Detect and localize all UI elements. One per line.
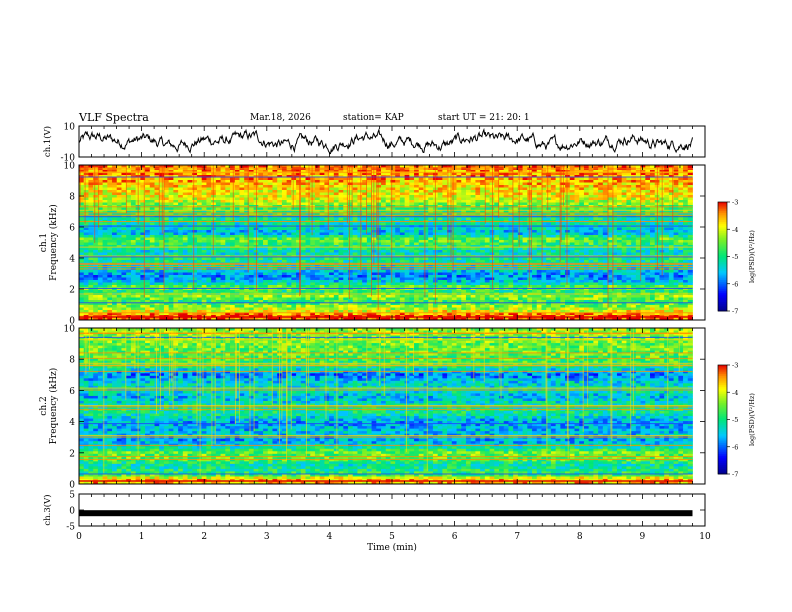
ch1-spectrogram-ytick-label: 2 <box>69 286 75 296</box>
ch3-waveform-line <box>79 510 693 517</box>
ch1-colorbar-tick: -4 <box>732 226 738 234</box>
ch2-colorbar-tick: -5 <box>732 416 738 424</box>
x-tick-label: 0 <box>76 532 82 542</box>
date-label: Mar.18, 2026 <box>250 113 311 123</box>
ch2-spectrogram-ytick-label: 4 <box>69 418 75 428</box>
ch3-waveform-ytick-label: -5 <box>66 523 75 533</box>
ch2-colorbar <box>718 365 727 475</box>
x-tick-label: 8 <box>577 532 583 542</box>
start-time-label: start UT = 21: 20: 1 <box>438 113 530 123</box>
ch1-spectrogram-ytick-label: 8 <box>69 193 75 203</box>
x-axis-label: Time (min) <box>367 542 417 553</box>
ch1-spectrogram-ylabel: ch.1 <box>39 233 49 252</box>
x-tick-label: 4 <box>327 532 333 542</box>
x-tick-label: 2 <box>201 532 207 542</box>
x-tick-label: 5 <box>389 532 395 542</box>
ch1-waveform-ylabel: ch.1(V) <box>42 126 53 157</box>
x-tick-label: 1 <box>139 532 145 542</box>
ch2-colorbar-tick: -7 <box>732 471 738 479</box>
ch1-colorbar-tick: -3 <box>732 199 738 207</box>
ch1-colorbar-label: log(PSD)(V²/Hz) <box>748 230 756 283</box>
ch1-spectrogram-ytick-label: 0 <box>69 317 75 327</box>
ch1-colorbar-tick: -6 <box>732 280 738 288</box>
ch3-waveform-ytick-label: 5 <box>69 491 75 501</box>
ch2-spectrogram-ytick-label: 8 <box>69 356 75 366</box>
ch2-spectrogram-ylabel2: Frequency (kHz) <box>48 368 59 445</box>
ch2-spectrogram-ytick-label: 6 <box>69 387 75 397</box>
ch3-waveform-ylabel: ch.3(V) <box>42 494 53 525</box>
x-tick-label: 6 <box>452 532 458 542</box>
ch1-colorbar-tick: -5 <box>732 253 738 261</box>
x-tick-label: 3 <box>264 532 270 542</box>
ch1-spectrogram-ytick-label: 4 <box>69 255 75 265</box>
ch1-colorbar <box>718 202 727 312</box>
figure-title: VLF Spectra <box>79 111 149 124</box>
ch2-spectrogram-ylabel: ch.2 <box>39 396 49 415</box>
ch1-spectrogram-image <box>79 165 693 321</box>
ch1-spectrogram-ytick-label: 6 <box>69 224 75 234</box>
x-tick-label: 7 <box>514 532 520 542</box>
ch2-colorbar-tick: -6 <box>732 443 738 451</box>
ch2-spectrogram-ytick-label: 10 <box>64 325 76 335</box>
ch1-waveform-ytick-label: -10 <box>61 154 76 164</box>
station-label: station= KAP <box>343 113 404 123</box>
ch2-colorbar-label: log(PSD)(V²/Hz) <box>748 393 756 446</box>
x-tick-label: 9 <box>640 532 646 542</box>
ch2-colorbar-tick: -3 <box>732 362 738 370</box>
ch2-spectrogram-image <box>79 328 693 485</box>
ch2-spectrogram-ytick-label: 0 <box>69 481 75 491</box>
ch3-waveform-ytick-label: 0 <box>69 507 75 517</box>
ch1-waveform-ytick-label: 10 <box>64 123 76 133</box>
ch1-spectrogram-ylabel2: Frequency (kHz) <box>48 204 59 281</box>
ch2-colorbar-tick: -4 <box>732 389 738 397</box>
ch1-colorbar-tick: -7 <box>732 308 738 316</box>
x-tick-label: 10 <box>699 532 711 542</box>
ch1-spectrogram-ytick-label: 10 <box>64 162 76 172</box>
ch2-spectrogram-ytick-label: 2 <box>69 449 75 459</box>
ch1-waveform-line <box>78 127 693 155</box>
